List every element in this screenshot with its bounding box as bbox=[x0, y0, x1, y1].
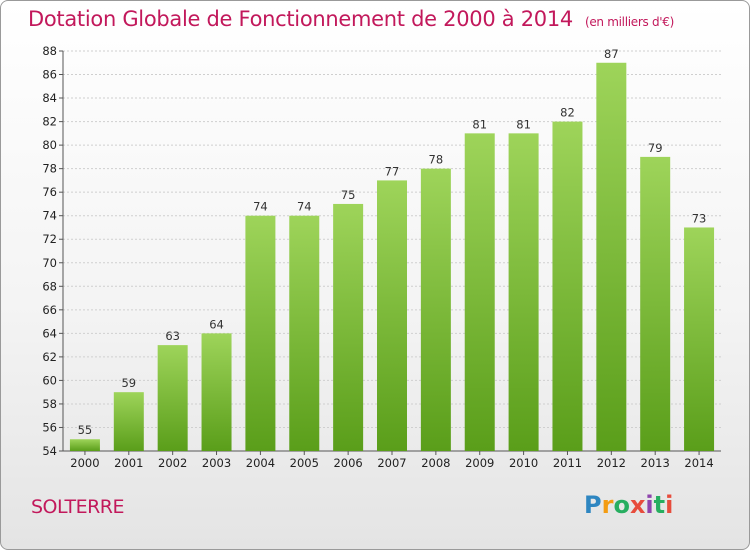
y-tick-label: 72 bbox=[42, 232, 57, 246]
commune-name: SOLTERRE bbox=[31, 496, 125, 518]
y-tick-label: 54 bbox=[42, 444, 57, 458]
x-tick-label: 2008 bbox=[421, 456, 450, 470]
bar bbox=[552, 121, 583, 452]
x-tick-label: 2012 bbox=[597, 456, 626, 470]
bar-value-label: 64 bbox=[209, 317, 224, 331]
y-tick-label: 58 bbox=[42, 397, 57, 411]
y-tick-label: 60 bbox=[42, 373, 57, 387]
bar-value-label: 87 bbox=[604, 47, 619, 61]
bar-value-label: 75 bbox=[341, 188, 356, 202]
bar-value-label: 74 bbox=[253, 200, 268, 214]
y-tick-label: 74 bbox=[42, 209, 57, 223]
bar bbox=[640, 156, 671, 451]
bar bbox=[245, 215, 276, 451]
y-tick-label: 80 bbox=[42, 138, 57, 152]
y-tick-label: 84 bbox=[42, 91, 57, 105]
bar-value-label: 82 bbox=[560, 106, 575, 120]
y-tick-label: 82 bbox=[42, 115, 57, 129]
x-tick-label: 2009 bbox=[465, 456, 494, 470]
x-tick-label: 2013 bbox=[641, 456, 670, 470]
y-tick-label: 78 bbox=[42, 162, 57, 176]
x-tick-label: 2003 bbox=[202, 456, 231, 470]
y-tick-label: 64 bbox=[42, 326, 57, 340]
chart-title-text: Dotation Globale de Fonctionnement de 20… bbox=[28, 7, 573, 31]
bar bbox=[684, 227, 715, 451]
y-tick-label: 68 bbox=[42, 279, 57, 293]
bar bbox=[289, 215, 320, 451]
bar bbox=[420, 168, 451, 451]
bar-value-label: 59 bbox=[121, 376, 136, 390]
proxiti-logo: Proxiti bbox=[584, 491, 674, 519]
y-tick-label: 86 bbox=[42, 68, 57, 82]
x-tick-label: 2002 bbox=[158, 456, 187, 470]
bar-value-label: 74 bbox=[297, 200, 312, 214]
x-tick-label: 2011 bbox=[553, 456, 582, 470]
chart-subtitle: (en milliers d'€) bbox=[584, 15, 674, 29]
x-tick-label: 2014 bbox=[684, 456, 713, 470]
x-tick-label: 2010 bbox=[509, 456, 538, 470]
y-tick-label: 76 bbox=[42, 185, 57, 199]
bar bbox=[464, 133, 495, 451]
bar bbox=[333, 203, 364, 451]
x-tick-label: 2004 bbox=[246, 456, 275, 470]
chart-title: Dotation Globale de Fonctionnement de 20… bbox=[28, 7, 674, 31]
bar bbox=[508, 133, 539, 451]
bar-value-label: 81 bbox=[516, 117, 531, 131]
x-tick-label: 2006 bbox=[333, 456, 362, 470]
bar-value-label: 73 bbox=[692, 211, 707, 225]
bar-value-label: 77 bbox=[385, 164, 400, 178]
y-tick-label: 70 bbox=[42, 256, 57, 270]
bar bbox=[69, 439, 100, 451]
bar bbox=[201, 333, 232, 451]
x-tick-label: 2000 bbox=[70, 456, 99, 470]
x-tick-label: 2005 bbox=[290, 456, 319, 470]
bar-value-label: 78 bbox=[429, 153, 444, 167]
bar bbox=[377, 180, 407, 452]
bar bbox=[113, 392, 144, 451]
y-tick-label: 66 bbox=[42, 303, 57, 317]
y-tick-label: 88 bbox=[42, 44, 57, 58]
y-tick-label: 56 bbox=[42, 420, 57, 434]
bar bbox=[157, 345, 188, 451]
x-tick-label: 2001 bbox=[114, 456, 143, 470]
bar-value-label: 63 bbox=[165, 329, 180, 343]
bar bbox=[596, 62, 627, 451]
bar-value-label: 79 bbox=[648, 141, 663, 155]
y-tick-label: 62 bbox=[42, 350, 57, 364]
x-tick-label: 2007 bbox=[377, 456, 406, 470]
bar-value-label: 55 bbox=[78, 423, 93, 437]
bar-value-label: 81 bbox=[472, 117, 487, 131]
